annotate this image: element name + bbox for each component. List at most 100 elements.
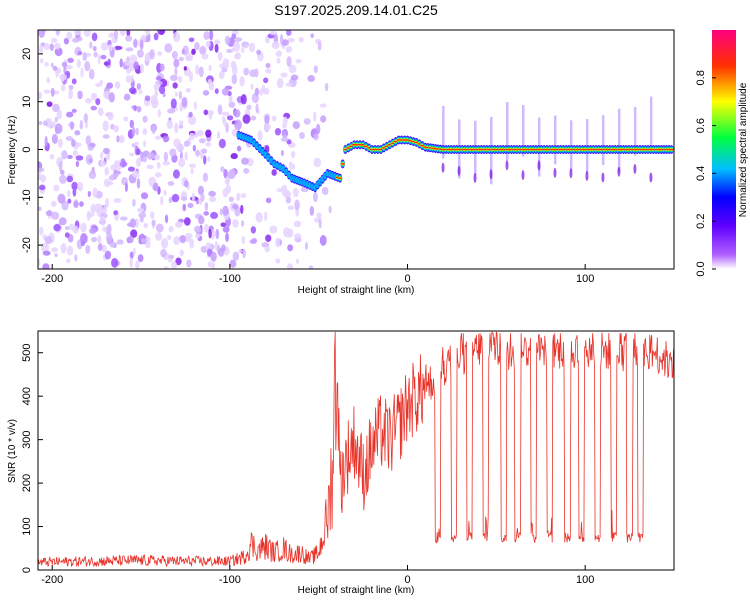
heatmap-cell [129,218,137,228]
heatmap-cell [175,257,182,266]
heatmap-cell [105,232,113,244]
bottom-x-tick-label: 0 [404,574,410,586]
heatmap-cell [176,144,185,152]
heatmap-cell [553,115,557,165]
heatmap-cell [241,235,246,245]
heatmap-cell [225,122,229,133]
heatmap-cell [196,129,204,137]
heatmap-cell [195,233,200,239]
heatmap-cell [52,103,60,113]
heatmap-cell [208,111,213,120]
heatmap-cell [208,30,214,41]
heatmap-cell [188,132,195,141]
heatmap-cell [215,228,220,240]
heatmap-cell [131,126,136,137]
heatmap-cell [264,246,271,253]
heatmap-cell [88,68,95,80]
heatmap-cell [203,109,209,116]
heatmap-cell [214,88,219,95]
heatmap-cell [107,44,113,52]
heatmap-cell [93,51,98,58]
heatmap-cell [233,40,241,52]
heatmap-cell [141,156,147,163]
heatmap-cell [313,157,322,168]
heatmap-cell [208,196,217,203]
heatmap-cell [82,51,87,61]
heatmap-cell [203,155,207,165]
heatmap-cell [61,150,68,160]
heatmap-cell [299,132,305,139]
heatmap-cell [83,113,89,123]
heatmap-cell [193,101,197,110]
heatmap-cell [136,82,142,90]
heatmap-cell [85,244,91,254]
bottom-x-ticks: -200 -100 0 100 [41,565,594,586]
bottom-y-ticks: 0 100 200 300 400 500 [21,344,43,573]
heatmap-cell [178,90,182,100]
heatmap-cell [226,48,233,53]
heatmap-cell [38,184,46,191]
heatmap-cell [64,226,70,231]
heatmap-cell [133,61,139,70]
heatmap-cell [569,168,573,179]
heatmap-cell [38,171,42,181]
heatmap-cell [163,266,169,269]
heatmap-cell [80,67,84,78]
heatmap-cell [285,82,293,87]
heatmap-cell [537,160,541,171]
heatmap-cell [264,114,270,126]
heatmap-cell [170,98,177,109]
heatmap-cell [45,210,53,217]
heatmap-cell [223,118,227,127]
heatmap-cell [274,128,282,136]
top-x-tick-label: -200 [41,273,63,285]
heatmap-cell [182,203,187,212]
heatmap-cell [103,178,111,188]
heatmap-cell [144,30,151,36]
heatmap-cell [54,123,63,135]
heatmap-cell [132,247,136,256]
heatmap-cell [159,78,168,88]
heatmap-cell [227,170,235,180]
colorbar-tick-label: 0.0 [695,261,707,276]
heatmap-cell [124,61,132,67]
heatmap-cell [216,130,221,140]
heatmap-cell [184,151,188,161]
heatmap-cell [132,198,136,207]
heatmap-cell [134,141,140,146]
heatmap-cell [50,62,54,68]
heatmap-cell [38,121,43,126]
heatmap-cell [100,161,107,167]
heatmap-cell [158,85,166,95]
heatmap-cell [133,105,137,112]
heatmap-cell [42,120,49,126]
heatmap-cell [113,210,118,216]
heatmap-cell [151,219,156,227]
heatmap-cell [207,261,213,268]
heatmap-cell [127,235,134,244]
heatmap-cell [88,142,96,148]
heatmap-cell [136,148,141,156]
heatmap-cell [125,35,133,42]
heatmap-cell [130,229,138,238]
heatmap-cell [52,65,58,71]
heatmap-cell [108,32,116,38]
heatmap-cell [282,190,290,198]
heatmap-cell [188,37,195,43]
heatmap-cell [64,232,70,238]
heatmap-cell [58,161,63,172]
heatmap-cell [162,160,171,166]
bottom-y-tick-label: 400 [21,387,33,405]
snr-series-line [38,331,674,568]
heatmap-cell [46,101,53,107]
heatmap-cell [49,153,55,160]
heatmap-cell [286,30,292,37]
heatmap-cell [265,68,272,74]
heatmap-cell [43,42,50,51]
heatmap-cell [239,76,245,87]
heatmap-cell [229,259,237,268]
heatmap-cell [201,148,208,154]
heatmap-cell [100,54,107,60]
heatmap-cell [203,211,209,216]
heatmap-cell [319,235,327,246]
